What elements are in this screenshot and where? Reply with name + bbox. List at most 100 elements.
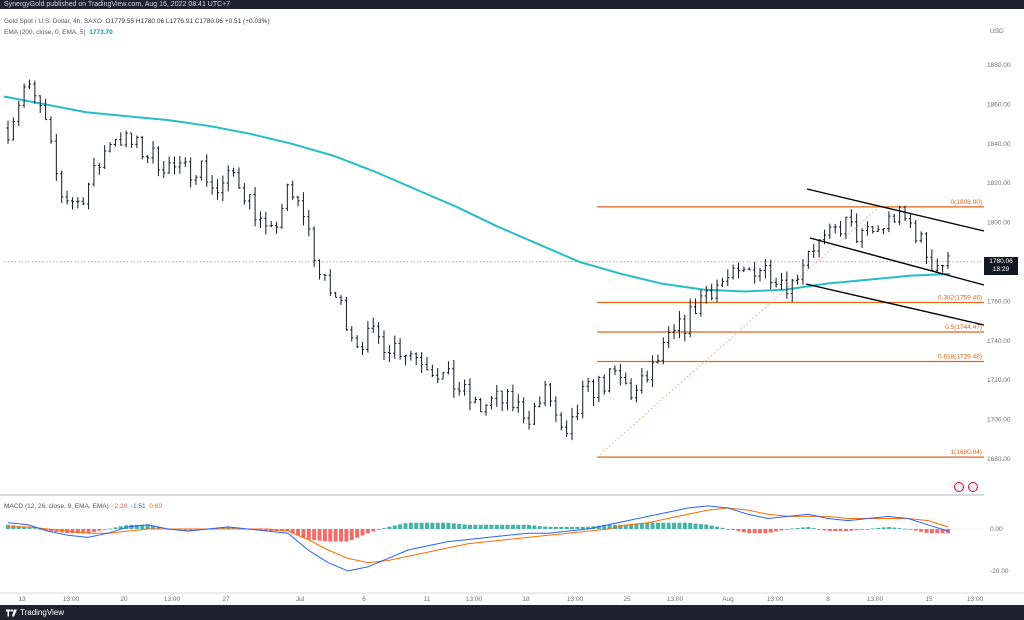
macd-histogram-bar (371, 529, 376, 532)
macd-histogram-bar (924, 529, 929, 533)
macd-histogram-bar (758, 529, 762, 534)
last-price-tag: 1780.06 18:29 (984, 257, 1018, 275)
x-tick-label: 6 (362, 596, 366, 603)
macd-histogram-bar (532, 525, 537, 529)
y-tick-label: 1700.00 (987, 417, 1011, 424)
macd-histogram-bar (704, 524, 709, 529)
macd-histogram-bar (360, 529, 365, 536)
brand-name: TradingView (20, 608, 65, 617)
ema-legend: EMA (200, close, 0, EMA, 5) 1773.70 (4, 29, 113, 37)
macd-histogram-bar (784, 529, 789, 530)
macd-histogram-bar (376, 529, 381, 530)
last-price: 1780.06 (989, 258, 1013, 265)
macd-histogram-bar (290, 529, 295, 534)
macd-histogram-bar (43, 529, 48, 531)
macd-histogram-bar (220, 527, 225, 529)
macd-histogram-bar (935, 529, 940, 534)
macd-histogram-bar (91, 529, 96, 532)
us-flag-icon[interactable] (968, 482, 978, 492)
x-tick-label: 18 (522, 596, 530, 603)
footer-bar: TradingView (0, 605, 1024, 620)
macd-histogram-bar (408, 522, 413, 529)
macd-histogram-bar (747, 529, 752, 534)
macd-histogram-bar (913, 529, 918, 531)
macd-histogram-bar (97, 529, 102, 531)
macd-histogram-bar (870, 528, 875, 530)
channel-lower-line (805, 283, 985, 326)
channel-middle-line (809, 237, 985, 286)
y-tick-label: 1800.00 (987, 220, 1011, 227)
macd-signal-line (8, 507, 949, 564)
macd-histogram-bar (344, 529, 349, 542)
macd-histogram-bar (134, 524, 139, 529)
fib-trend-line (596, 206, 880, 458)
macd-histogram-bar (263, 529, 268, 531)
macd-histogram-bar (183, 529, 188, 531)
macd-histogram-bar (548, 526, 553, 529)
macd-y-tick-label: -20.00 (990, 568, 1009, 575)
macd-histogram-bar (226, 526, 231, 529)
macd-histogram-bar (725, 528, 730, 530)
us-flag-icon[interactable] (954, 482, 964, 492)
macd-histogram-bar (113, 527, 118, 529)
macd-histogram-bar (516, 524, 521, 529)
macd-histogram-bar (424, 522, 429, 529)
macd-histogram-bar (908, 529, 913, 530)
y-tick-label: 1880.00 (987, 62, 1011, 69)
x-tick-label: 13:00 (567, 596, 584, 603)
macd-histogram-bar (779, 529, 784, 531)
macd-histogram-bar (655, 522, 660, 529)
macd-histogram-bar (478, 524, 483, 529)
macd-histogram-bar (54, 529, 59, 532)
macd-histogram-bar (806, 526, 811, 529)
x-tick-label: Jul (296, 596, 305, 603)
x-tick-label: 13:00 (967, 596, 984, 603)
macd-histogram-bar (505, 524, 510, 529)
macd-histogram-bar (881, 527, 886, 529)
y-tick-label: 1720.00 (987, 377, 1011, 384)
macd-line (7, 505, 949, 572)
x-tick-label: 13:00 (63, 596, 80, 603)
macd-histogram-bar (403, 523, 408, 529)
macd-histogram-bar (441, 522, 446, 529)
macd-histogram-bar (693, 523, 698, 529)
x-tick-label: 27 (222, 596, 230, 603)
macd-histogram-bar (537, 526, 542, 529)
symbol-legend: Gold Spot / U.S. Dollar, 4h, SAXO O1779.… (4, 18, 270, 26)
macd-histogram-bar (763, 529, 768, 534)
x-tick-label: 25 (623, 596, 631, 603)
macd-histogram-bar (774, 529, 779, 532)
y-tick-label: 1840.00 (987, 141, 1011, 148)
macd-histogram-bar (355, 529, 360, 538)
macd-histogram-bar (151, 525, 156, 529)
x-tick-label: 13 (18, 596, 26, 603)
macd-histogram-bar (446, 522, 451, 529)
macd-histogram-bar (333, 529, 338, 542)
macd-histogram-bar (570, 526, 574, 529)
macd-histogram-bar (467, 524, 472, 529)
price-chart[interactable]: 1880.001860.001840.001820.001800.001780.… (0, 9, 1024, 605)
macd-histogram-bar (188, 529, 193, 531)
macd-histogram-bar (430, 522, 435, 529)
macd-histogram-bar (709, 525, 714, 529)
macd-histogram-bar (833, 529, 838, 532)
macd-label: MACD (12, 26, close, 9, EMA, EMA) (4, 503, 109, 510)
macd-histogram-bar (317, 529, 322, 541)
symbol-name: Gold Spot / U.S. Dollar, 4h, SAXO (4, 18, 102, 25)
macd-histogram-bar (269, 529, 274, 532)
macd-histogram-bar (365, 529, 370, 534)
macd-histogram-bar (156, 526, 161, 529)
macd-histogram-bar (510, 524, 515, 529)
macd-histogram-bar (339, 529, 344, 542)
macd-histogram-bar (140, 524, 145, 529)
macd-histogram-bar (811, 528, 816, 529)
macd-histogram-bar (919, 529, 924, 532)
fib-level-label: 0.382(1759.46) (938, 294, 982, 301)
tradingview-logo[interactable]: TradingView (6, 608, 64, 617)
macd-histogram-bar (81, 529, 86, 534)
macd-histogram-bar (398, 524, 403, 529)
macd-histogram-bar (876, 527, 881, 529)
macd-histogram-bar (634, 523, 639, 529)
fib-level-label: 0(1808.00) (951, 199, 982, 206)
macd-legend: MACD (12, 26, close, 9, EMA, EMA) -2.20 … (4, 503, 162, 511)
